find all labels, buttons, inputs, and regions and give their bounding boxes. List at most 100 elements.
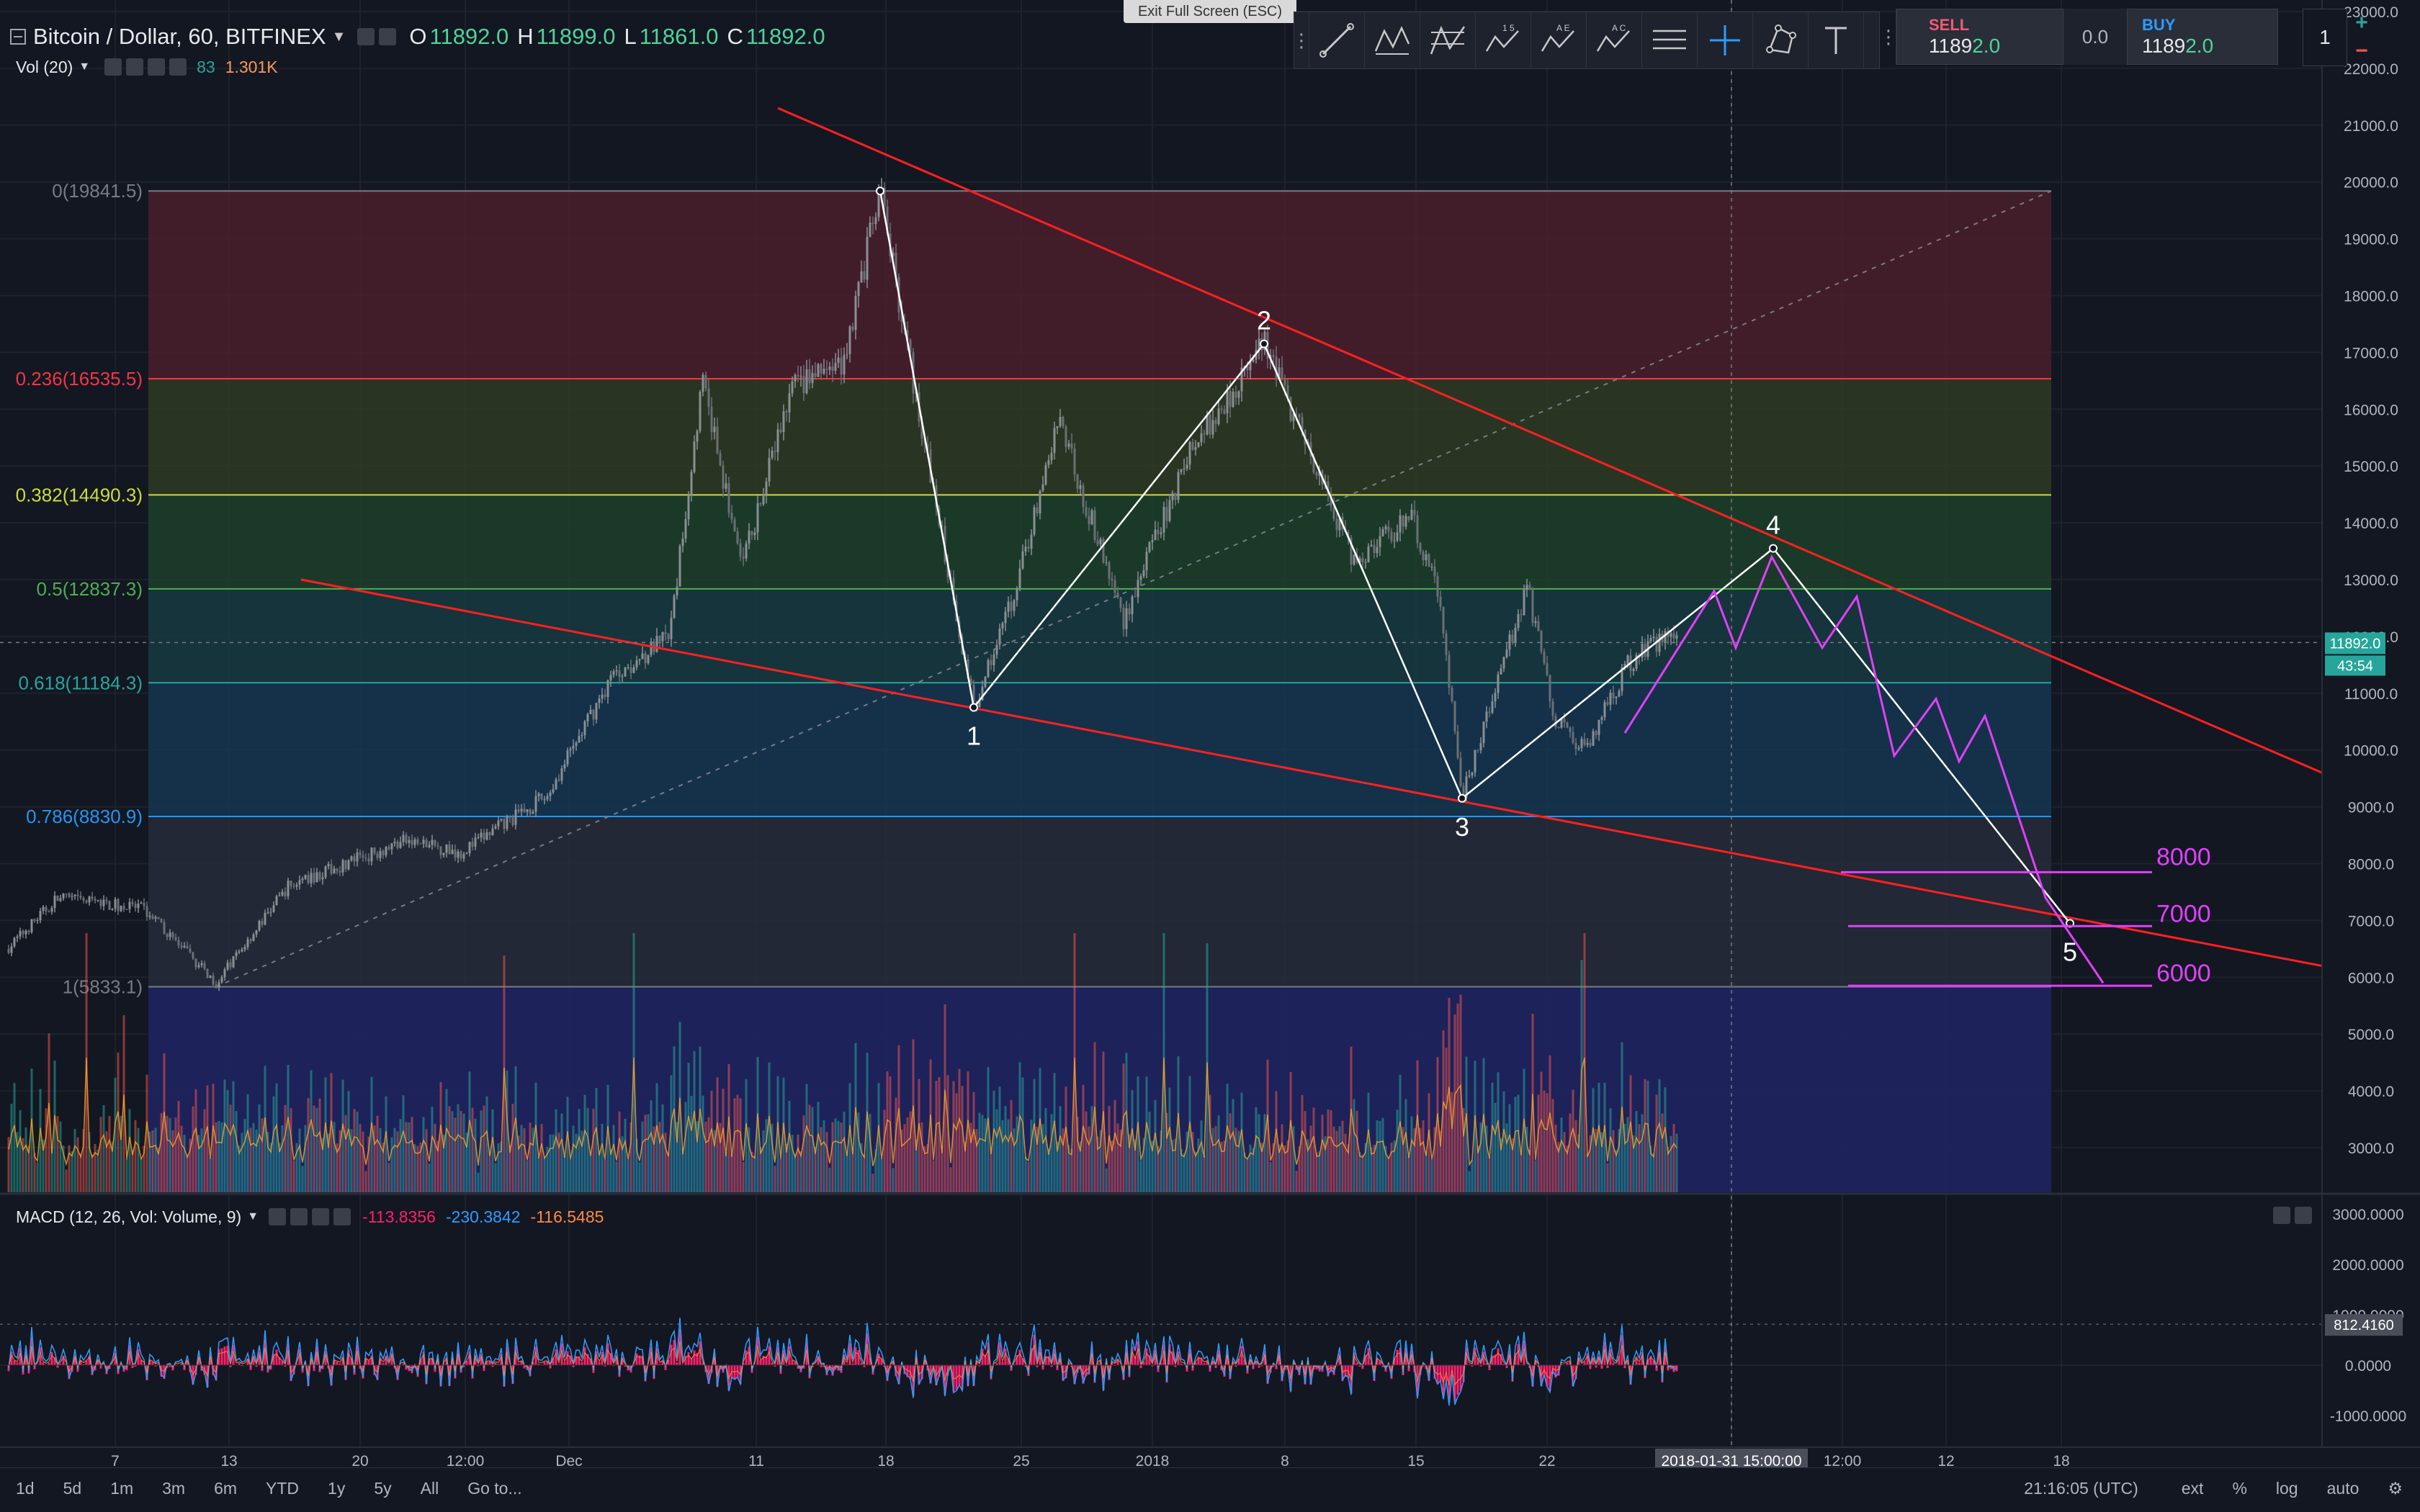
candle-body <box>1312 456 1315 473</box>
eye-icon[interactable] <box>104 58 122 76</box>
candle-body <box>1514 628 1517 643</box>
macd-histogram-bar <box>1370 1362 1373 1365</box>
timeframe-1m[interactable]: 1m <box>110 1478 134 1498</box>
eye-icon[interactable] <box>269 1208 287 1225</box>
macd-histogram-bar <box>1013 1364 1016 1365</box>
utc-clock[interactable]: 21:16:05 (UTC) <box>2024 1478 2138 1498</box>
time-axis[interactable]: 7 13 20 12:00 Dec 11 18 25 2018 8 15 22 2018-01-31 1… <box>111 1449 2070 1473</box>
volume-bar <box>1373 1144 1376 1192</box>
volume-bar <box>1007 1119 1010 1192</box>
candle-body <box>1145 552 1148 571</box>
goto-button[interactable]: Go to... <box>467 1478 522 1498</box>
candle-body <box>1059 417 1062 426</box>
crosshair-icon[interactable] <box>1698 13 1753 68</box>
volume-bar <box>117 1052 120 1192</box>
timeframe-5y[interactable]: 5y <box>374 1478 392 1498</box>
text-icon[interactable] <box>1809 13 1864 68</box>
fib-icon[interactable] <box>1420 13 1476 68</box>
collapse-pane-icon[interactable] <box>2295 1207 2312 1224</box>
volume-bar <box>1379 1120 1381 1192</box>
candle-body <box>1330 495 1332 507</box>
log-toggle[interactable]: log <box>2275 1478 2298 1498</box>
fib-zone <box>148 683 2051 816</box>
decrease-button[interactable]: − <box>2355 38 2368 63</box>
macd-hist-value: -113.8356 <box>362 1207 436 1226</box>
fibonacci-retracement[interactable]: 0(19841.5)0.236(16535.5)0.382(14490.3)0.… <box>16 180 2052 1192</box>
volume-bar <box>278 1143 281 1192</box>
symbol-title[interactable]: Bitcoin / Dollar, 60, BITFINEX <box>33 24 326 49</box>
macd-histogram-bar <box>1125 1347 1128 1365</box>
volume-bar <box>745 1079 748 1192</box>
candle-body <box>215 984 218 989</box>
volume-bar <box>1393 1140 1396 1192</box>
candle-body <box>869 222 871 237</box>
abcd-pattern-icon[interactable]: 1 5 <box>1476 13 1531 68</box>
gear-icon[interactable]: ⚙ <box>2388 1478 2403 1498</box>
volume-bar <box>318 1098 321 1192</box>
volume-value: 83 <box>197 57 215 76</box>
timeframe-5d[interactable]: 5d <box>63 1478 82 1498</box>
buy-button[interactable]: BUY 11892.0 <box>2127 9 2278 65</box>
ext-toggle[interactable]: ext <box>2181 1478 2204 1498</box>
quantity-input[interactable]: 1 <box>2303 9 2347 66</box>
trend-line-icon[interactable] <box>1309 13 1365 68</box>
volume-label[interactable]: Vol (20) <box>16 57 73 76</box>
collapse-icon[interactable] <box>10 29 26 45</box>
settings-icon[interactable] <box>379 28 397 45</box>
volume-bar <box>762 1130 765 1192</box>
volume-bar <box>494 1163 497 1192</box>
candle-body <box>353 856 356 862</box>
exit-fullscreen-button[interactable]: Exit Full Screen (ESC) <box>1124 0 1296 23</box>
increase-button[interactable]: + <box>2355 10 2368 35</box>
settings-icon[interactable] <box>126 58 144 76</box>
sell-button[interactable]: SELL 11892.0 <box>1896 9 2063 65</box>
macd-histogram-bar <box>785 1365 788 1367</box>
volume-bar <box>673 1046 676 1192</box>
candle-body <box>1626 655 1629 665</box>
volume-bar <box>1667 1146 1670 1192</box>
drag-handle-icon[interactable]: ⋮ <box>1879 9 1898 65</box>
close-icon[interactable] <box>169 58 187 76</box>
volume-bar <box>1661 1113 1664 1192</box>
xabcd-pattern-icon[interactable]: A C <box>1587 13 1642 68</box>
pitchfork-icon[interactable] <box>1365 13 1420 68</box>
volume-bar <box>889 1076 892 1192</box>
close-icon[interactable] <box>333 1208 351 1225</box>
macd-histogram-bar <box>477 1365 480 1367</box>
candle-body <box>73 894 76 896</box>
macd-label[interactable]: MACD (12, 26, Vol: Volume, 9) <box>16 1207 242 1226</box>
bottom-toolbar: 1d 5d 1m 3m 6m YTD 1y 5y All Go to... 21… <box>0 1467 2420 1508</box>
timeframe-ytd[interactable]: YTD <box>266 1478 300 1498</box>
macd-axis[interactable]: 3000.00002000.00001000.00000.0000-1000.0… <box>2325 1207 2406 1425</box>
timeframe-1y[interactable]: 1y <box>328 1478 346 1498</box>
percent-toggle[interactable]: % <box>2232 1478 2247 1498</box>
timeframe-6m[interactable]: 6m <box>214 1478 238 1498</box>
node-shape-icon[interactable] <box>1753 13 1809 68</box>
price-axis[interactable]: 23000.022000.021000.020000.019000.018000… <box>2325 4 2398 1157</box>
drag-handle-icon[interactable]: ⋮ <box>1292 13 1311 68</box>
volume-bar <box>886 1071 889 1192</box>
plus-icon[interactable] <box>148 58 166 76</box>
macd-histogram-bar <box>1307 1362 1309 1365</box>
timeframe-1d[interactable]: 1d <box>16 1478 35 1498</box>
candle-body <box>200 963 203 966</box>
elliott-wave-icon[interactable]: A E <box>1531 13 1587 68</box>
chevron-down-icon[interactable]: ▼ <box>247 1210 259 1223</box>
chevron-down-icon[interactable]: ▼ <box>331 28 346 45</box>
maximize-pane-icon[interactable] <box>2273 1207 2290 1224</box>
timeframe-all[interactable]: All <box>420 1478 439 1498</box>
wave-label: 4 <box>1766 510 1780 540</box>
volume-bar <box>1232 1099 1234 1192</box>
lines-icon[interactable] <box>1642 13 1698 68</box>
settings-icon[interactable] <box>290 1208 308 1225</box>
timeframe-3m[interactable]: 3m <box>162 1478 186 1498</box>
volume-bar <box>984 1118 987 1192</box>
auto-toggle[interactable]: auto <box>2326 1478 2360 1498</box>
eye-icon[interactable] <box>357 28 375 45</box>
volume-bar <box>157 1147 160 1192</box>
chevron-down-icon[interactable]: ▼ <box>79 60 91 73</box>
plus-icon[interactable] <box>312 1208 330 1225</box>
volume-bar <box>687 1063 690 1192</box>
